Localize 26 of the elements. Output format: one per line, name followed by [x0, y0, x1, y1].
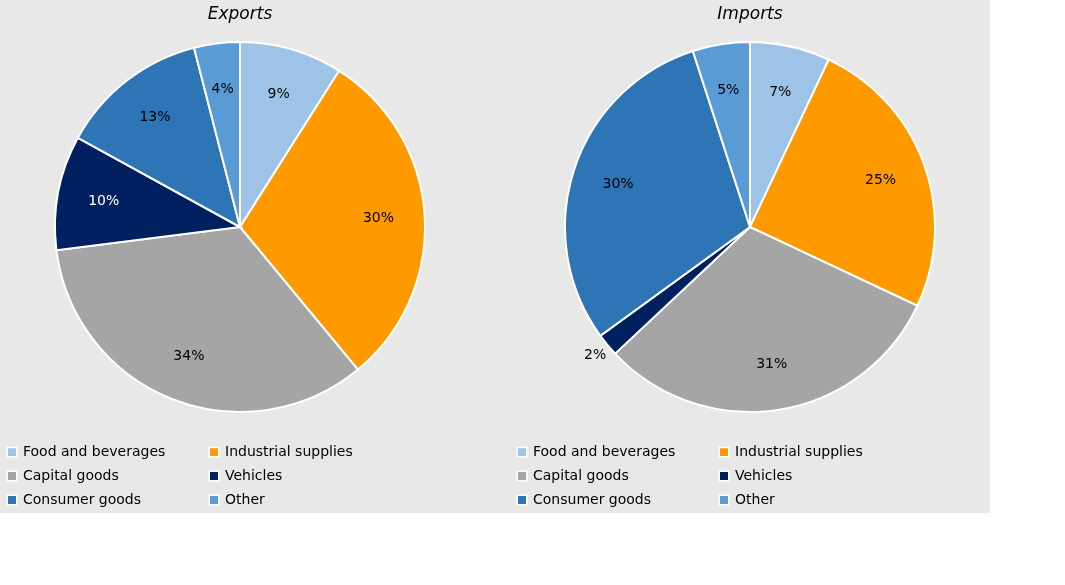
chart-title: Exports	[207, 3, 273, 23]
legend-label: Food and beverages	[23, 443, 166, 460]
data-label: 34%	[173, 347, 205, 364]
data-label: 10%	[88, 192, 120, 208]
data-label: 30%	[602, 175, 634, 192]
data-label: 30%	[362, 209, 395, 226]
legend-label: Capital goods	[23, 467, 119, 483]
legend-label: Food and beverages	[533, 443, 676, 460]
data-label: 2%	[584, 346, 607, 363]
data-label: 4%	[211, 80, 234, 97]
legend-label: Consumer goods	[533, 491, 652, 507]
data-label: 31%	[756, 355, 788, 372]
data-label: 5%	[717, 80, 740, 97]
legend-label: Other	[225, 491, 265, 507]
data-label: 25%	[864, 171, 897, 187]
legend-label: Capital goods	[533, 467, 629, 483]
legend-label: Vehicles	[225, 467, 283, 483]
legend-label: Other	[735, 491, 775, 507]
legend-label: Industrial supplies	[735, 443, 863, 460]
legend-label: Industrial supplies	[225, 443, 353, 460]
data-label: 13%	[139, 108, 171, 125]
data-label: 9%	[267, 84, 290, 101]
legend-label: Vehicles	[735, 467, 793, 483]
chart-title: Imports	[717, 3, 783, 23]
data-label: 7%	[769, 82, 792, 99]
legend-label: Consumer goods	[23, 491, 142, 507]
